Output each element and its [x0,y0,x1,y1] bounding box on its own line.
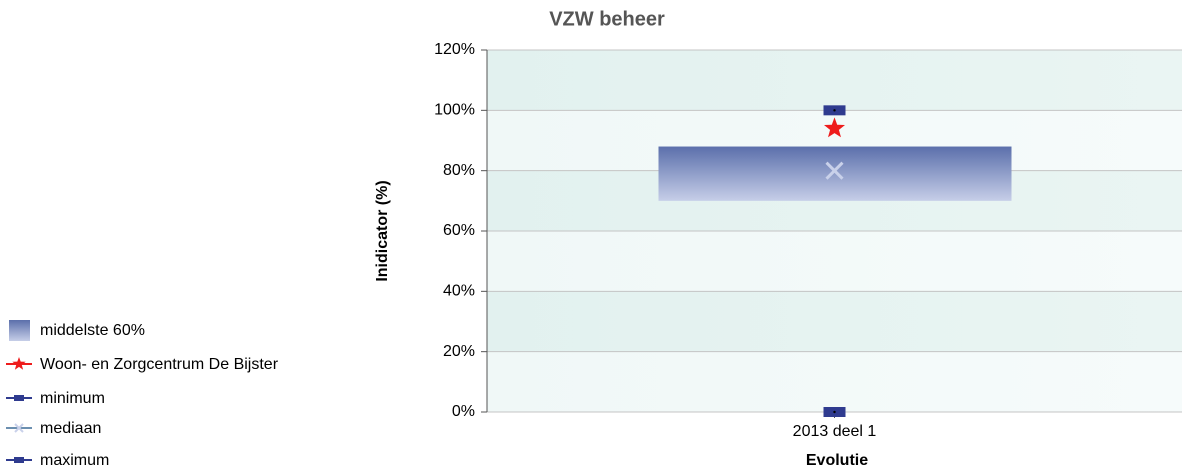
y-tick-label: 120% [434,41,475,58]
marker-dot [833,109,836,112]
legend-star [12,357,26,370]
star-marker [824,117,845,138]
median-marker [825,161,844,180]
plot-stripe [487,351,1182,412]
legend-label: minimum [40,390,105,407]
y-tick-label: 80% [443,162,475,179]
plot-stripe [487,291,1182,352]
y-tick-label: 20% [443,343,475,360]
legend-label: Woon- en Zorgcentrum De Bijster [40,356,279,373]
y-tick-label: 100% [434,102,475,119]
legend-swatch [9,320,30,341]
y-tick-label: 40% [443,283,475,300]
y-tick-label: 0% [452,403,475,420]
legend-label: maximum [40,452,109,469]
chart-title: VZW beheer [549,8,665,30]
legend-label: middelste 60% [40,322,145,339]
legend-label: mediaan [40,420,101,437]
legend-marker [14,395,24,401]
y-tick-label: 60% [443,222,475,239]
plot-stripe [487,231,1182,292]
y-axis-label: Inidicator (%) [374,180,391,281]
x-axis-label: Evolutie [806,452,868,469]
legend-marker [14,457,24,463]
marker-dot [833,410,836,414]
x-tick-label: 2013 deel 1 [793,423,877,440]
legend-cross [14,423,24,433]
range-band [658,146,1012,201]
plot-stripe [487,50,1182,111]
